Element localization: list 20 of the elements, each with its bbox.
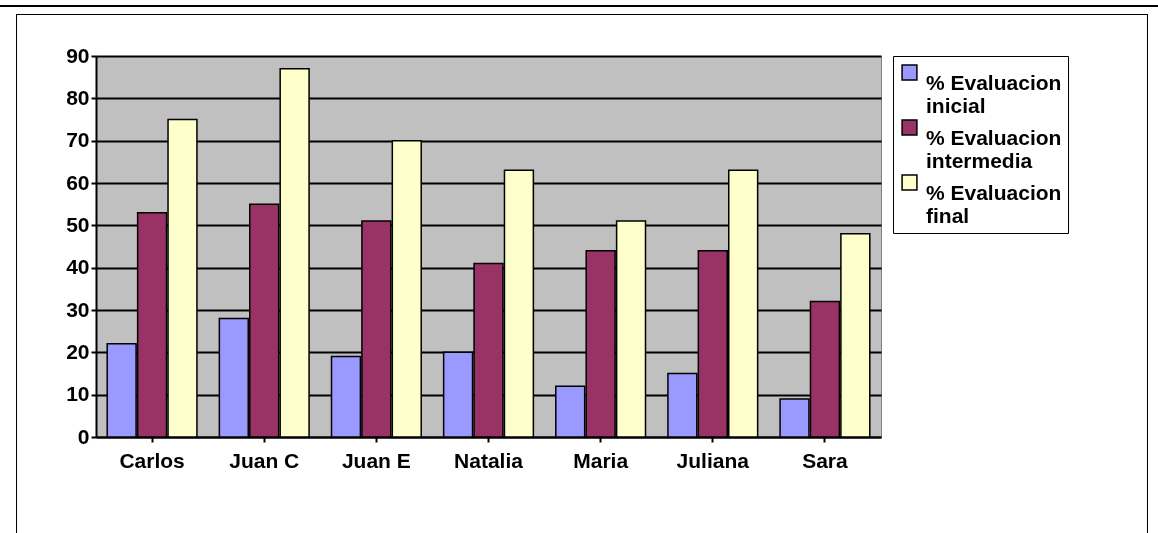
y-tick-label: 90 — [66, 43, 90, 67]
legend-label: % Evaluacion final — [926, 180, 1062, 227]
y-tick-label: 70 — [66, 128, 90, 152]
y-tick-label: 60 — [66, 170, 90, 194]
x-tick-label: Juliana — [676, 448, 750, 472]
x-tick-label: Sara — [802, 448, 849, 472]
y-tick-label: 10 — [66, 382, 90, 406]
y-tick-label: 20 — [66, 339, 90, 363]
x-tick-label: Juan E — [341, 448, 411, 472]
y-tick-label: 50 — [66, 212, 90, 236]
y-tick-label: 80 — [66, 85, 90, 109]
y-tick-label: 40 — [66, 255, 90, 279]
x-tick-label: Carlos — [119, 448, 185, 472]
y-tick-label: 0 — [77, 424, 90, 448]
y-tick-label: 30 — [66, 297, 90, 321]
x-tick-label: Natalia — [454, 448, 524, 472]
legend-label: % Evaluacion intermedia — [926, 125, 1062, 172]
x-tick-label: Juan C — [229, 448, 300, 472]
legend-label: % Evaluacion inicial — [926, 70, 1062, 117]
x-tick-label: Maria — [573, 448, 629, 472]
